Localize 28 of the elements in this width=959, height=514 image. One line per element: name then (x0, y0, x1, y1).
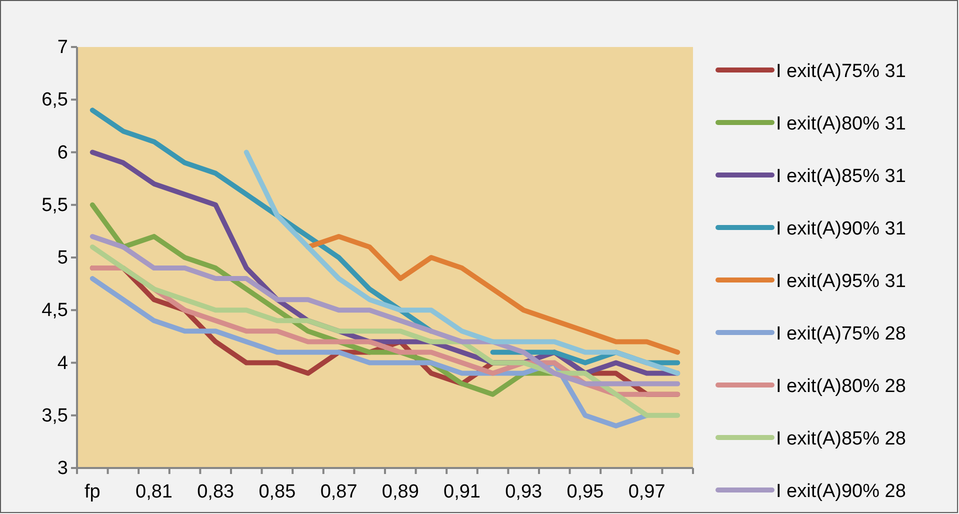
x-tick-label: 0,81 (136, 482, 172, 503)
x-tick-label: 0,87 (320, 482, 358, 503)
y-tick-label: 3 (57, 458, 68, 480)
x-tick-label: 0,89 (382, 482, 419, 503)
legend-label: I exit(A)95% 31 (776, 271, 906, 292)
x-tick-label: 0,97 (628, 482, 666, 503)
x-tick-label: fp (84, 482, 100, 503)
y-tick-label: 5 (57, 248, 68, 269)
legend-label: I exit(A)90% 28 (776, 481, 906, 502)
x-tick-label: 0,91 (444, 482, 480, 503)
legend-label: I exit(A)75% 31 (776, 61, 906, 82)
y-tick-label: 4 (57, 352, 68, 374)
x-tick-label: 0,95 (566, 482, 604, 503)
legend-label: I exit(A)75% 28 (776, 324, 906, 344)
y-tick-label: 6,5 (42, 90, 68, 111)
y-tick-label: 7 (57, 37, 68, 58)
y-tick-label: 3,5 (42, 405, 68, 426)
x-tick-label: 0,83 (197, 482, 234, 503)
legend-label: I exit(A)85% 31 (776, 166, 906, 187)
legend-label: I exit(A)85% 28 (776, 428, 906, 450)
y-tick-label: 5,5 (42, 194, 68, 216)
legend-label: I exit(A)80% 31 (776, 114, 906, 134)
legend-label: I exit(A)80% 28 (776, 376, 906, 397)
legend-label: I exit(A)90% 31 (776, 218, 906, 240)
y-tick-label: 4,5 (42, 300, 68, 322)
y-tick-label: 6 (57, 142, 68, 164)
x-tick-label: 0,93 (505, 482, 542, 503)
x-tick-label: 0,85 (258, 482, 296, 503)
